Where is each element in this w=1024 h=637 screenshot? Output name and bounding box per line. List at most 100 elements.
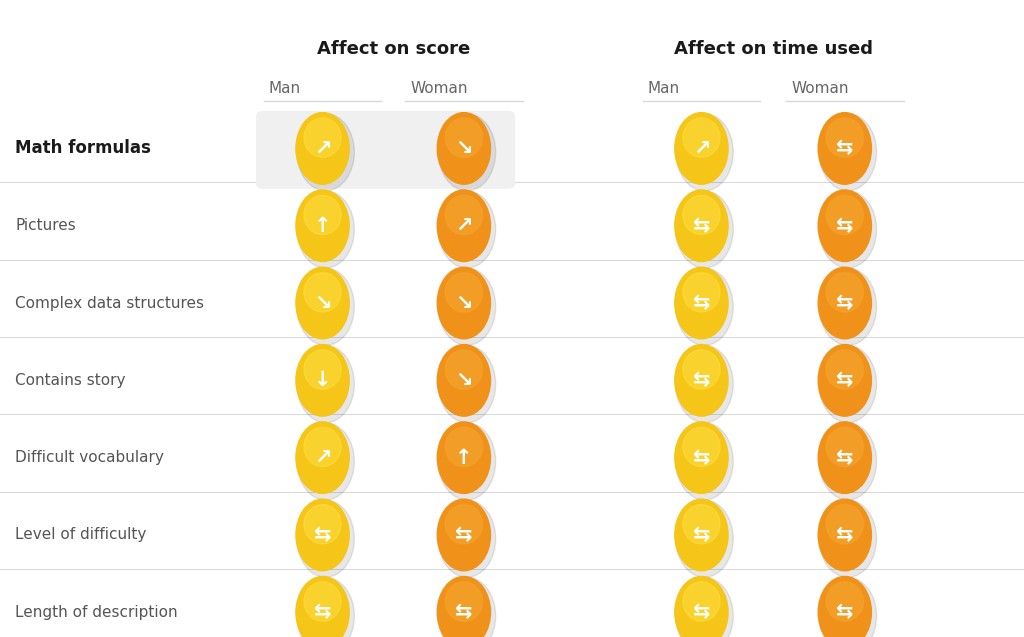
Ellipse shape <box>297 423 354 500</box>
Text: ⇆: ⇆ <box>692 525 711 545</box>
Ellipse shape <box>819 577 877 637</box>
Ellipse shape <box>819 423 877 500</box>
Text: ↓: ↓ <box>313 370 332 390</box>
Ellipse shape <box>675 268 728 339</box>
Text: ⇆: ⇆ <box>692 370 711 390</box>
Text: ↗: ↗ <box>313 138 332 159</box>
Ellipse shape <box>826 273 863 312</box>
Ellipse shape <box>826 427 863 466</box>
Ellipse shape <box>296 113 349 184</box>
Text: ↑: ↑ <box>313 216 332 236</box>
Text: ⇆: ⇆ <box>836 216 854 236</box>
Ellipse shape <box>683 505 720 544</box>
Text: ⇆: ⇆ <box>313 602 332 622</box>
Ellipse shape <box>819 268 877 345</box>
Text: Woman: Woman <box>410 81 468 96</box>
Ellipse shape <box>297 500 354 577</box>
Ellipse shape <box>826 118 863 157</box>
Text: ⇆: ⇆ <box>692 448 711 468</box>
Text: Man: Man <box>648 81 680 96</box>
Ellipse shape <box>296 190 349 262</box>
Text: ⇆: ⇆ <box>836 370 854 390</box>
Text: ⇆: ⇆ <box>836 138 854 159</box>
Ellipse shape <box>819 500 877 577</box>
Ellipse shape <box>676 500 733 577</box>
Ellipse shape <box>818 190 871 262</box>
Ellipse shape <box>818 422 871 494</box>
Text: Length of description: Length of description <box>15 605 178 620</box>
Ellipse shape <box>437 345 490 416</box>
Ellipse shape <box>818 576 871 637</box>
Ellipse shape <box>297 113 354 191</box>
Text: Pictures: Pictures <box>15 218 76 233</box>
Ellipse shape <box>683 273 720 312</box>
Text: Level of difficulty: Level of difficulty <box>15 527 146 543</box>
Text: ⇆: ⇆ <box>836 602 854 622</box>
Text: Math formulas: Math formulas <box>15 140 152 157</box>
Ellipse shape <box>296 345 349 416</box>
Ellipse shape <box>445 350 482 389</box>
Text: ⇆: ⇆ <box>455 602 473 622</box>
Text: Man: Man <box>268 81 301 96</box>
Text: Affect on score: Affect on score <box>316 41 470 59</box>
Text: ↘: ↘ <box>455 293 473 313</box>
Text: Contains story: Contains story <box>15 373 126 388</box>
Text: Complex data structures: Complex data structures <box>15 296 205 311</box>
Ellipse shape <box>296 268 349 339</box>
Ellipse shape <box>445 582 482 621</box>
Text: ↗: ↗ <box>455 216 473 236</box>
Ellipse shape <box>304 350 341 389</box>
Ellipse shape <box>676 113 733 191</box>
Text: ⇆: ⇆ <box>836 525 854 545</box>
Ellipse shape <box>675 499 728 571</box>
Text: ⇆: ⇆ <box>836 293 854 313</box>
Ellipse shape <box>437 576 490 637</box>
Ellipse shape <box>675 345 728 416</box>
Ellipse shape <box>296 576 349 637</box>
Ellipse shape <box>819 113 877 191</box>
Ellipse shape <box>438 191 496 268</box>
Ellipse shape <box>675 576 728 637</box>
Text: ⇆: ⇆ <box>836 448 854 468</box>
Ellipse shape <box>438 268 496 345</box>
Ellipse shape <box>676 191 733 268</box>
Ellipse shape <box>304 196 341 234</box>
Ellipse shape <box>304 427 341 466</box>
Ellipse shape <box>438 500 496 577</box>
Ellipse shape <box>683 196 720 234</box>
Ellipse shape <box>438 423 496 500</box>
Ellipse shape <box>304 505 341 544</box>
Ellipse shape <box>683 427 720 466</box>
Ellipse shape <box>297 268 354 345</box>
Ellipse shape <box>437 190 490 262</box>
Ellipse shape <box>818 113 871 184</box>
Text: ⇆: ⇆ <box>692 216 711 236</box>
Ellipse shape <box>437 268 490 339</box>
Ellipse shape <box>445 427 482 466</box>
Ellipse shape <box>826 196 863 234</box>
Text: ↘: ↘ <box>313 293 332 313</box>
Text: ↗: ↗ <box>692 138 711 159</box>
Ellipse shape <box>675 113 728 184</box>
Ellipse shape <box>826 350 863 389</box>
Ellipse shape <box>445 118 482 157</box>
Ellipse shape <box>304 118 341 157</box>
Ellipse shape <box>683 350 720 389</box>
Ellipse shape <box>676 423 733 500</box>
Ellipse shape <box>438 345 496 423</box>
Ellipse shape <box>445 273 482 312</box>
FancyBboxPatch shape <box>256 111 515 189</box>
Ellipse shape <box>676 268 733 345</box>
Ellipse shape <box>676 345 733 423</box>
Text: ⇆: ⇆ <box>692 602 711 622</box>
Ellipse shape <box>304 273 341 312</box>
Ellipse shape <box>445 196 482 234</box>
Ellipse shape <box>683 582 720 621</box>
Ellipse shape <box>826 505 863 544</box>
Text: ⇆: ⇆ <box>313 525 332 545</box>
Ellipse shape <box>818 345 871 416</box>
Text: ⇆: ⇆ <box>455 525 473 545</box>
Ellipse shape <box>437 113 490 184</box>
Text: ↘: ↘ <box>455 370 473 390</box>
Ellipse shape <box>304 582 341 621</box>
